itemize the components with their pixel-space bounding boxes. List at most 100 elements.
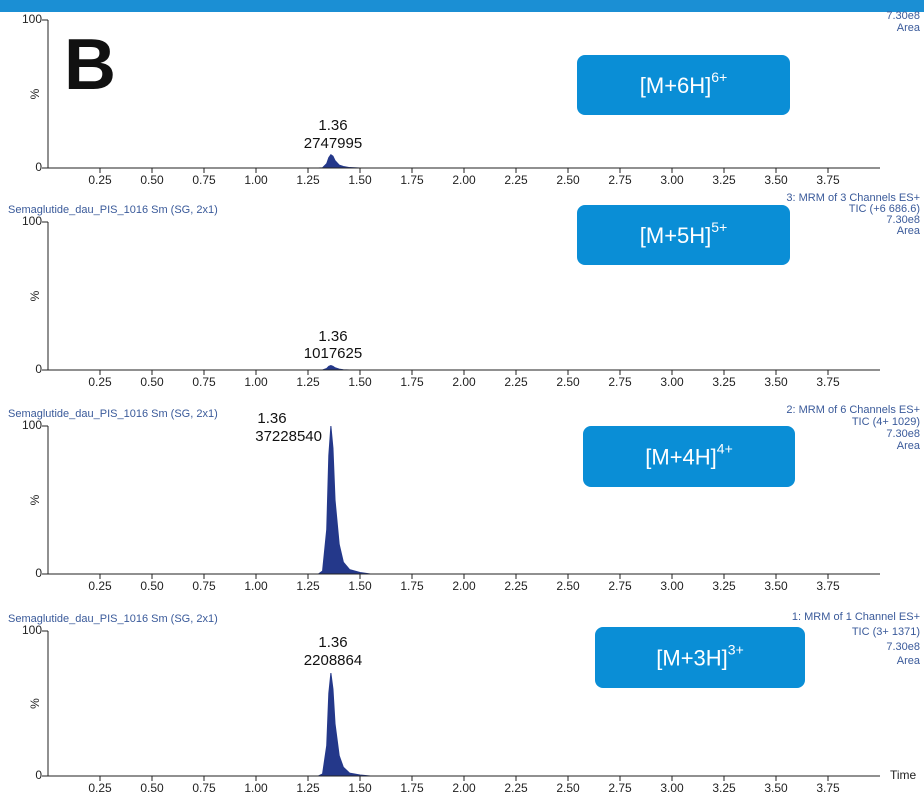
x-tick-label: 1.50 xyxy=(348,173,372,187)
x-tick-label: 2.00 xyxy=(452,375,476,389)
x-tick-label: 3.00 xyxy=(660,173,684,187)
peak-annotation: 1.36 xyxy=(318,634,347,651)
ion-charge: 5+ xyxy=(711,219,727,235)
panel-info: TIC (+6 686.6) xyxy=(849,203,920,215)
x-tick-label: 3.75 xyxy=(816,579,840,593)
peak-annotation: 1017625 xyxy=(304,345,362,362)
x-tick-label: 0.75 xyxy=(192,579,216,593)
top-bar xyxy=(0,0,924,12)
x-tick-label: 0.75 xyxy=(192,173,216,187)
panel-info: 7.30e8 xyxy=(886,214,920,226)
peak-annotation: 1.36 xyxy=(318,328,347,345)
ion-formula: [M+5H] xyxy=(640,223,712,248)
ion-charge: 3+ xyxy=(728,641,744,657)
x-tick-label: 2.75 xyxy=(608,579,632,593)
peak-area xyxy=(316,425,371,575)
peak-annotation: 37228540 xyxy=(255,428,322,445)
x-tick-label: 1.75 xyxy=(400,781,424,795)
x-tick-label: 1.25 xyxy=(296,781,320,795)
x-tick-label: 3.75 xyxy=(816,173,840,187)
x-tick-label: 0.50 xyxy=(140,781,164,795)
ion-formula: [M+4H] xyxy=(645,444,717,469)
panel-info: 7.30e8 xyxy=(886,10,920,22)
panel-info: Area xyxy=(897,655,921,667)
x-tick-label: 0.75 xyxy=(192,781,216,795)
x-tick-label: 1.50 xyxy=(348,375,372,389)
panel-info: Area xyxy=(897,225,921,237)
x-tick-label: 3.25 xyxy=(712,173,736,187)
x-axis-label: Time xyxy=(890,768,917,782)
x-tick-label: 2.00 xyxy=(452,173,476,187)
x-tick-label: 0.25 xyxy=(88,579,112,593)
ion-charge: 4+ xyxy=(717,440,733,456)
ion-formula: [M+6H] xyxy=(640,73,712,98)
ion-box xyxy=(583,426,795,487)
panel-info: TIC (4+ 1029) xyxy=(852,416,920,428)
figure-label: B xyxy=(64,25,116,105)
x-tick-label: 3.75 xyxy=(816,781,840,795)
y-tick-label: 100 xyxy=(22,418,42,432)
x-tick-label: 2.50 xyxy=(556,781,580,795)
ion-charge: 6+ xyxy=(711,69,727,85)
y-tick-label: 100 xyxy=(22,214,42,228)
x-tick-label: 1.50 xyxy=(348,579,372,593)
peak-area xyxy=(318,153,371,169)
x-tick-label: 3.25 xyxy=(712,579,736,593)
peak-annotation: 2208864 xyxy=(304,652,362,669)
ion-label: [M+6H]6+ xyxy=(640,69,728,98)
x-tick-label: 1.00 xyxy=(244,375,268,389)
x-tick-label: 0.75 xyxy=(192,375,216,389)
y-axis-label: % xyxy=(28,88,42,99)
y-axis-label: % xyxy=(28,494,42,505)
x-tick-label: 3.50 xyxy=(764,579,788,593)
x-tick-label: 1.25 xyxy=(296,173,320,187)
x-tick-label: 2.00 xyxy=(452,781,476,795)
panel-info: Area xyxy=(897,440,921,452)
y-tick-label: 0 xyxy=(35,566,42,580)
ion-label: [M+3H]3+ xyxy=(656,641,744,670)
x-tick-label: 2.75 xyxy=(608,781,632,795)
panel-title: Semaglutide_dau_PIS_1016 Sm (SG, 2x1) xyxy=(8,613,218,625)
x-tick-label: 2.75 xyxy=(608,375,632,389)
peak-area xyxy=(318,672,371,777)
x-tick-label: 1.75 xyxy=(400,375,424,389)
x-tick-label: 2.50 xyxy=(556,579,580,593)
x-tick-label: 2.50 xyxy=(556,173,580,187)
x-tick-label: 2.50 xyxy=(556,375,580,389)
panel-info: Area xyxy=(897,22,921,34)
x-tick-label: 1.50 xyxy=(348,781,372,795)
panel-info: 3: MRM of 3 Channels ES+ xyxy=(786,192,920,204)
ion-box xyxy=(577,205,790,265)
y-tick-label: 0 xyxy=(35,362,42,376)
y-tick-label: 0 xyxy=(35,768,42,782)
x-tick-label: 0.25 xyxy=(88,375,112,389)
ion-formula: [M+3H] xyxy=(656,645,728,670)
x-tick-label: 2.00 xyxy=(452,579,476,593)
x-tick-label: 3.75 xyxy=(816,375,840,389)
panel-title: Semaglutide_dau_PIS_1016 Sm (SG, 2x1) xyxy=(8,204,218,216)
panel-title: Semaglutide_dau_PIS_1016 Sm (SG, 2x1) xyxy=(8,408,218,420)
peak-annotation: 1.36 xyxy=(257,410,286,427)
x-tick-label: 0.25 xyxy=(88,173,112,187)
x-tick-label: 1.00 xyxy=(244,579,268,593)
x-tick-label: 2.25 xyxy=(504,781,528,795)
x-tick-label: 3.00 xyxy=(660,579,684,593)
x-tick-label: 1.75 xyxy=(400,173,424,187)
x-tick-label: 2.25 xyxy=(504,375,528,389)
ion-label: [M+5H]5+ xyxy=(640,219,728,248)
y-tick-label: 100 xyxy=(22,623,42,637)
x-tick-label: 3.25 xyxy=(712,375,736,389)
y-axis-label: % xyxy=(28,290,42,301)
panel-info: 7.30e8 xyxy=(886,428,920,440)
x-tick-label: 1.00 xyxy=(244,781,268,795)
panel-info: TIC (3+ 1371) xyxy=(852,626,920,638)
peak-annotation: 2747995 xyxy=(304,135,362,152)
x-tick-label: 0.25 xyxy=(88,781,112,795)
y-axis-label: % xyxy=(28,698,42,709)
panel-info: 1: MRM of 1 Channel ES+ xyxy=(792,611,920,623)
peak-area xyxy=(318,365,371,371)
panel-info: 2: MRM of 6 Channels ES+ xyxy=(786,404,920,416)
x-tick-label: 3.00 xyxy=(660,781,684,795)
peak-annotation: 1.36 xyxy=(318,117,347,134)
